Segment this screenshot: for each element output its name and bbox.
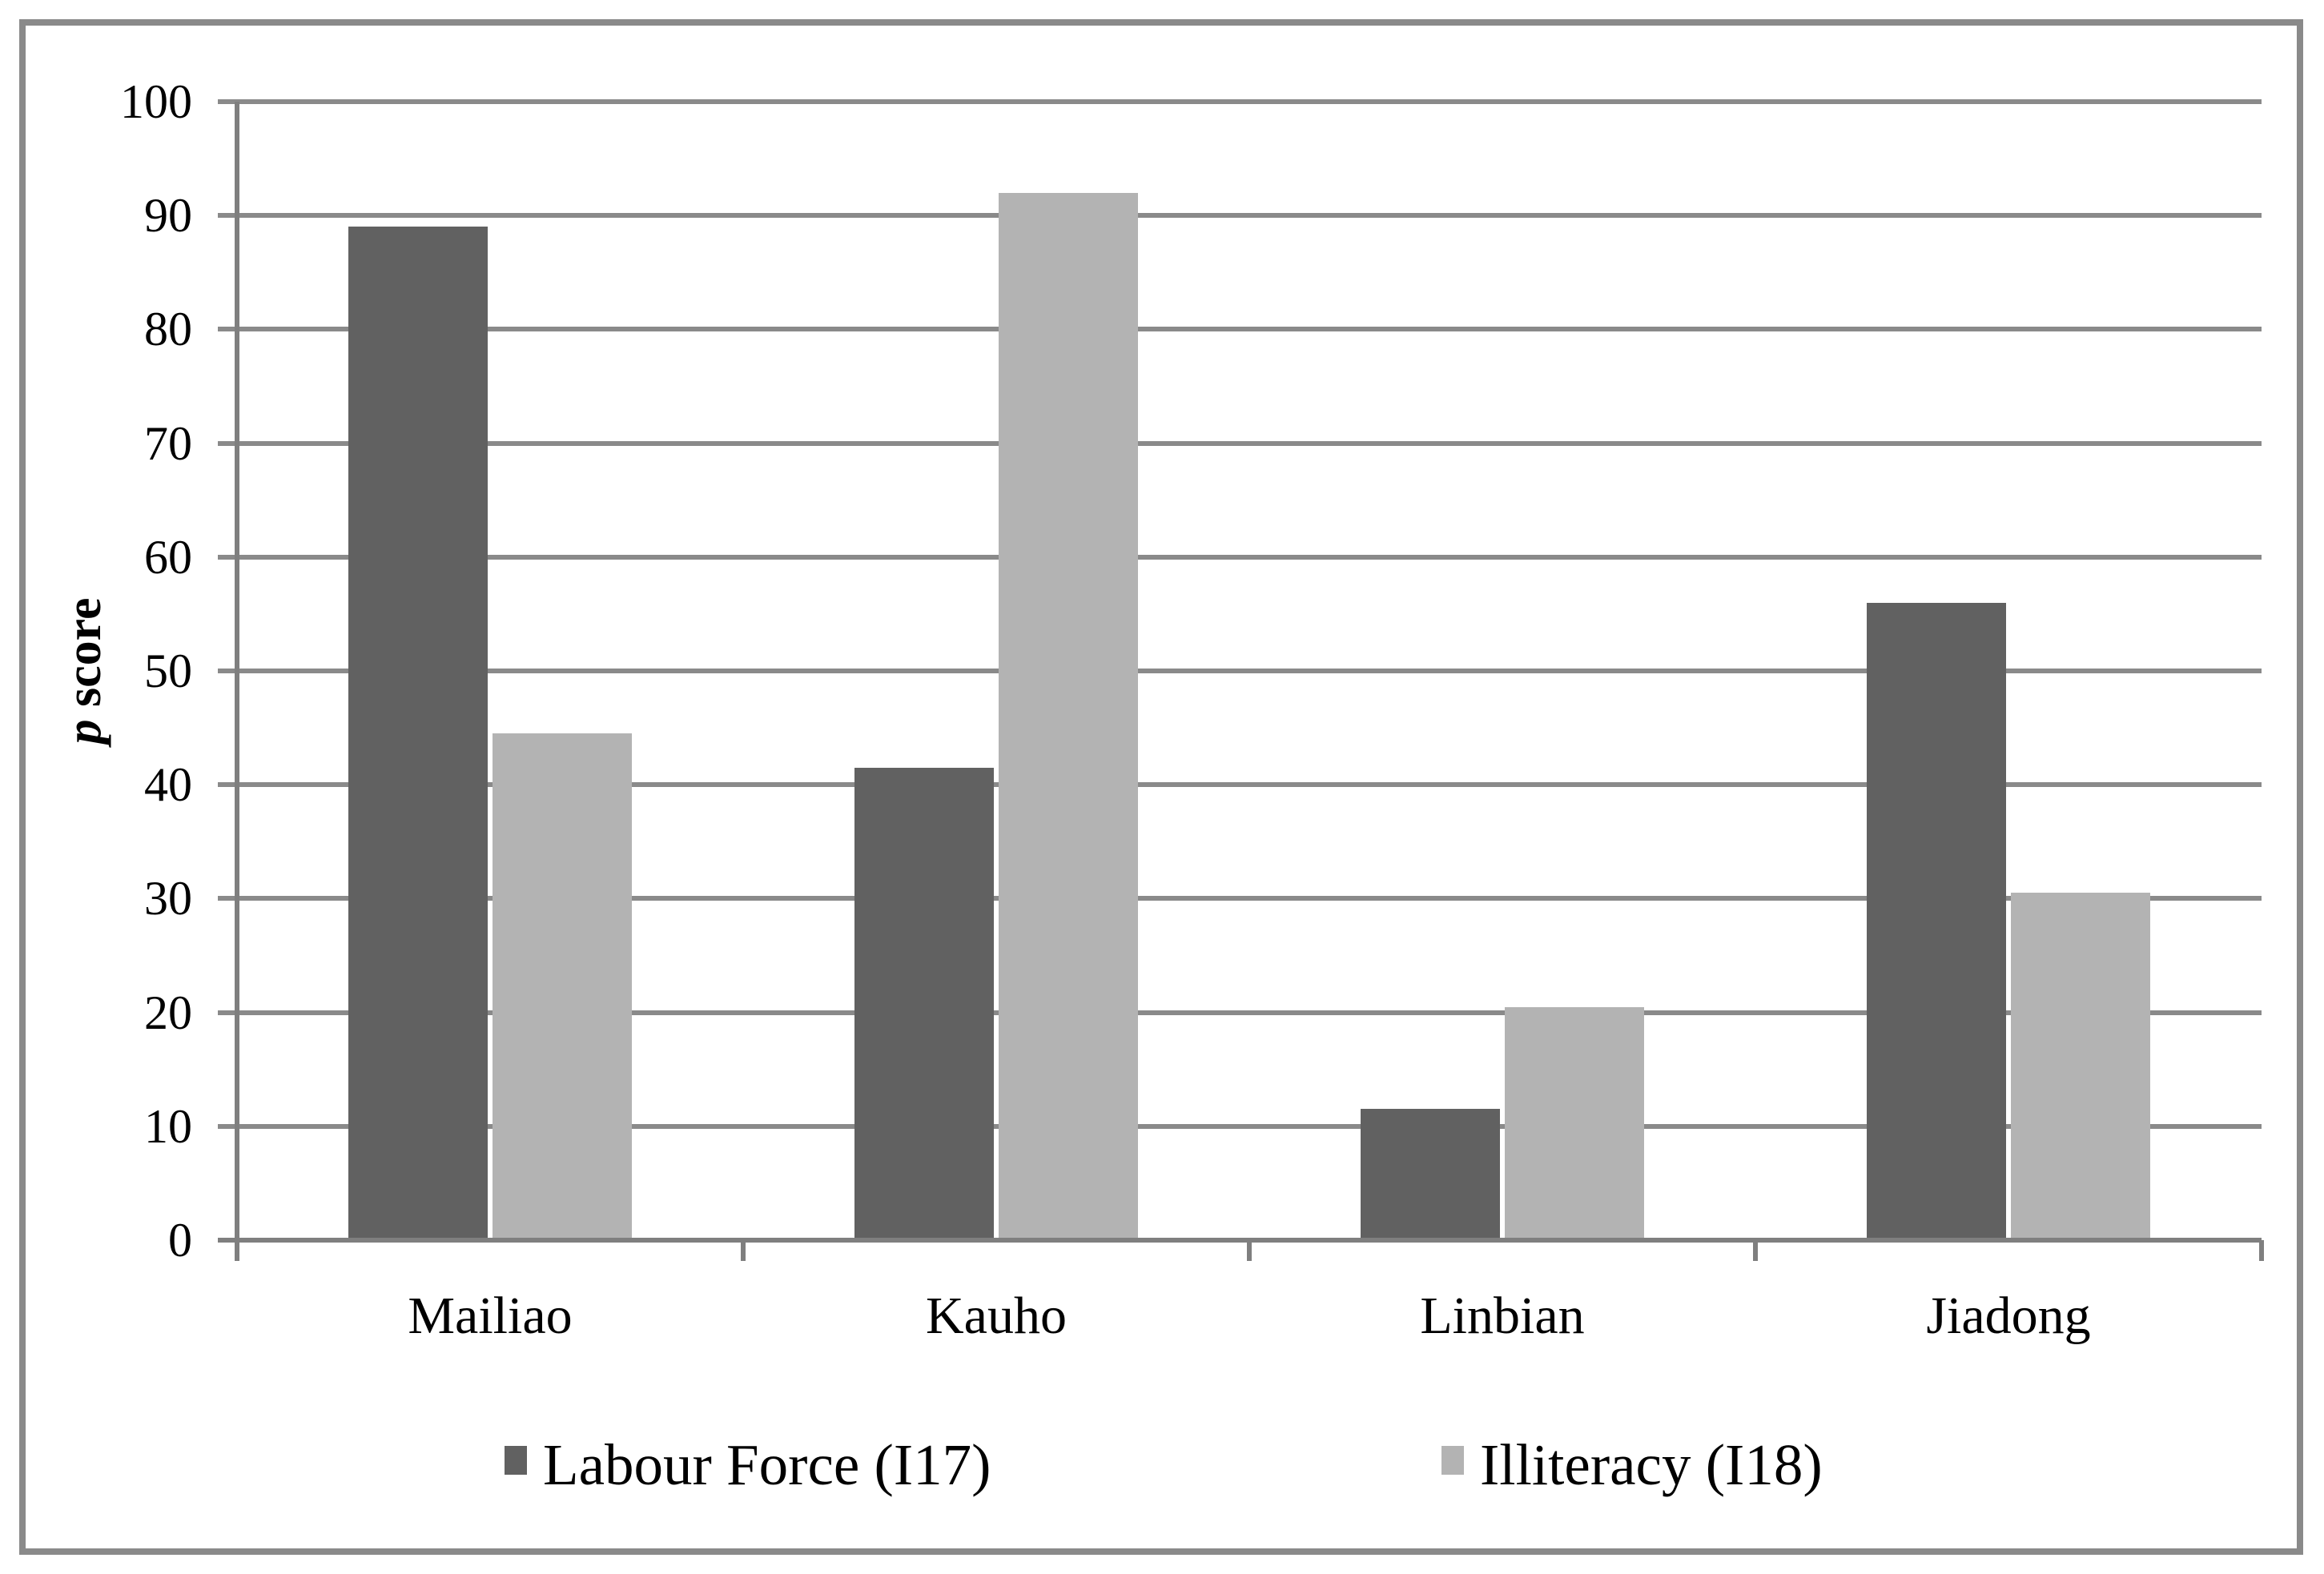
- y-gridline-100: [218, 99, 2262, 104]
- category-label-linbian: Linbian: [1420, 1287, 1585, 1345]
- y-tick-label-100: 100: [120, 75, 192, 128]
- bar-illiteracy-i18-jiadong: [2011, 893, 2150, 1240]
- x-axis-tick-3: [1753, 1240, 1758, 1261]
- plot-area: [218, 99, 2264, 1261]
- y-tick-label-60: 60: [144, 530, 192, 584]
- y-gridline-80: [218, 327, 2262, 332]
- y-gridline-70: [218, 440, 2262, 446]
- y-gridline-10: [218, 1123, 2262, 1129]
- y-gridline-90: [218, 213, 2262, 219]
- y-tick-label-50: 50: [144, 644, 192, 697]
- y-tick-label-20: 20: [144, 986, 192, 1039]
- y-tick-label-10: 10: [144, 1099, 192, 1153]
- bar-labour-force-i17-mailiao: [348, 227, 488, 1240]
- y-tick-label-80: 80: [144, 303, 192, 356]
- y-tick-label-40: 40: [144, 758, 192, 812]
- y-gridline-20: [218, 1010, 2262, 1015]
- x-axis-tick-4: [2259, 1240, 2264, 1261]
- y-tick-label-30: 30: [144, 872, 192, 926]
- x-axis-tick-2: [1247, 1240, 1252, 1261]
- x-axis-tick-1: [741, 1240, 746, 1261]
- category-label-jiadong: Jiadong: [1926, 1287, 2091, 1345]
- y-axis-line: [235, 102, 239, 1261]
- bar-illiteracy-i18-linbian: [1505, 1006, 1644, 1240]
- y-gridline-60: [218, 554, 2262, 560]
- category-label-mailiao: Mailiao: [408, 1287, 573, 1345]
- legend-marker-labour-force-i17: [505, 1446, 527, 1475]
- y-gridline-30: [218, 896, 2262, 901]
- legend-label-labour-force-i17: Labour Force (I17): [543, 1432, 991, 1497]
- y-axis-title-italic-p: p: [57, 719, 111, 745]
- y-gridline-50: [218, 669, 2262, 673]
- legend-label-illiteracy-i18: Illiteracy (I18): [1480, 1432, 1823, 1497]
- y-tick-label-90: 90: [144, 189, 192, 243]
- y-tick-label-70: 70: [144, 416, 192, 470]
- bar-labour-force-i17-linbian: [1361, 1109, 1500, 1240]
- y-tick-label-0: 0: [168, 1214, 192, 1267]
- x-axis-line: [218, 1238, 2262, 1243]
- bar-illiteracy-i18-mailiao: [493, 733, 632, 1240]
- bar-labour-force-i17-kauho: [854, 767, 994, 1240]
- category-label-kauho: Kauho: [926, 1287, 1067, 1345]
- bar-illiteracy-i18-kauho: [999, 192, 1138, 1240]
- bar-labour-force-i17-jiadong: [1867, 602, 2006, 1240]
- legend-marker-illiteracy-i18: [1441, 1446, 1464, 1475]
- y-gridline-40: [218, 782, 2262, 788]
